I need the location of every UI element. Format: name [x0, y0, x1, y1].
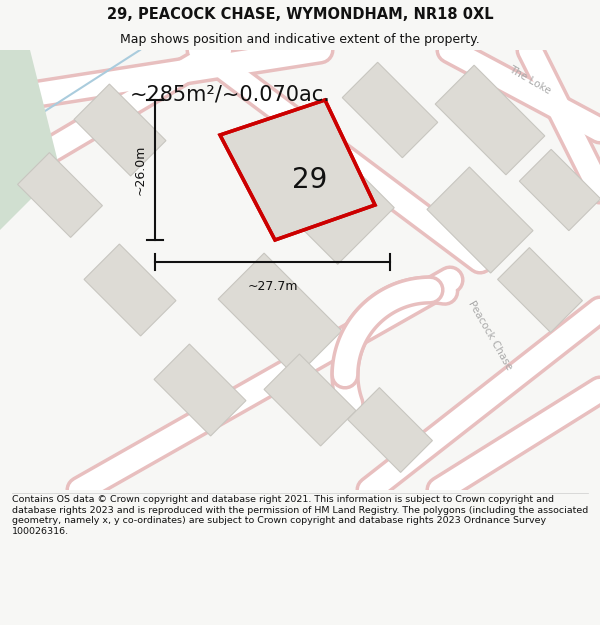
Text: 29: 29 — [292, 166, 328, 194]
Polygon shape — [220, 100, 375, 240]
Text: The Loke: The Loke — [508, 64, 553, 96]
Polygon shape — [264, 354, 356, 446]
Polygon shape — [84, 244, 176, 336]
Polygon shape — [74, 84, 166, 176]
Text: Map shows position and indicative extent of the property.: Map shows position and indicative extent… — [120, 32, 480, 46]
Polygon shape — [347, 388, 433, 472]
Text: ~26.0m: ~26.0m — [133, 145, 146, 195]
Text: Contains OS data © Crown copyright and database right 2021. This information is : Contains OS data © Crown copyright and d… — [12, 496, 588, 536]
Polygon shape — [497, 248, 583, 332]
Polygon shape — [246, 116, 394, 264]
Polygon shape — [427, 167, 533, 273]
Polygon shape — [218, 253, 342, 377]
Polygon shape — [0, 50, 60, 230]
Polygon shape — [435, 65, 545, 175]
Polygon shape — [520, 149, 600, 231]
Text: Peacock Chase: Peacock Chase — [466, 299, 514, 371]
Text: 29, PEACOCK CHASE, WYMONDHAM, NR18 0XL: 29, PEACOCK CHASE, WYMONDHAM, NR18 0XL — [107, 6, 493, 21]
Text: ~27.7m: ~27.7m — [247, 280, 298, 293]
Polygon shape — [342, 62, 438, 158]
Text: ~285m²/~0.070ac.: ~285m²/~0.070ac. — [130, 85, 331, 105]
Polygon shape — [154, 344, 246, 436]
Polygon shape — [17, 152, 103, 238]
